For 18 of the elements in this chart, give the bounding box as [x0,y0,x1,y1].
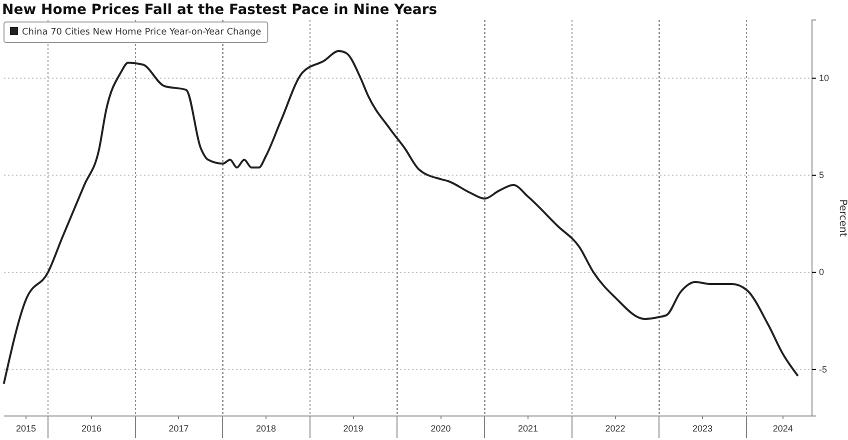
y-axis-title: Percent [837,199,848,237]
legend-label: China 70 Cities New Home Price Year-on-Year Change [22,28,262,38]
x-tick-label: 2018 [256,423,276,434]
line-series [3,50,798,384]
x-tick-label: 2023 [692,423,713,434]
y-tick-label: 10 [819,73,830,84]
x-tick-label: 2020 [430,423,451,434]
x-tick-label: 2016 [81,423,102,434]
x-tick-label: 2022 [605,423,626,434]
x-tick-label: 2024 [772,423,793,434]
y-tick-label: 0 [819,267,824,278]
y-tick-label: 5 [819,170,824,180]
x-tick-label: 2017 [168,423,189,434]
x-tick-label: 2019 [343,423,364,434]
y-tick-label: -5 [819,364,828,374]
x-tick-label: 2015 [16,423,36,434]
x-tick-label: 2021 [518,423,538,434]
chart-title: New Home Prices Fall at the Fastest Pace in Nine Years [2,2,438,18]
